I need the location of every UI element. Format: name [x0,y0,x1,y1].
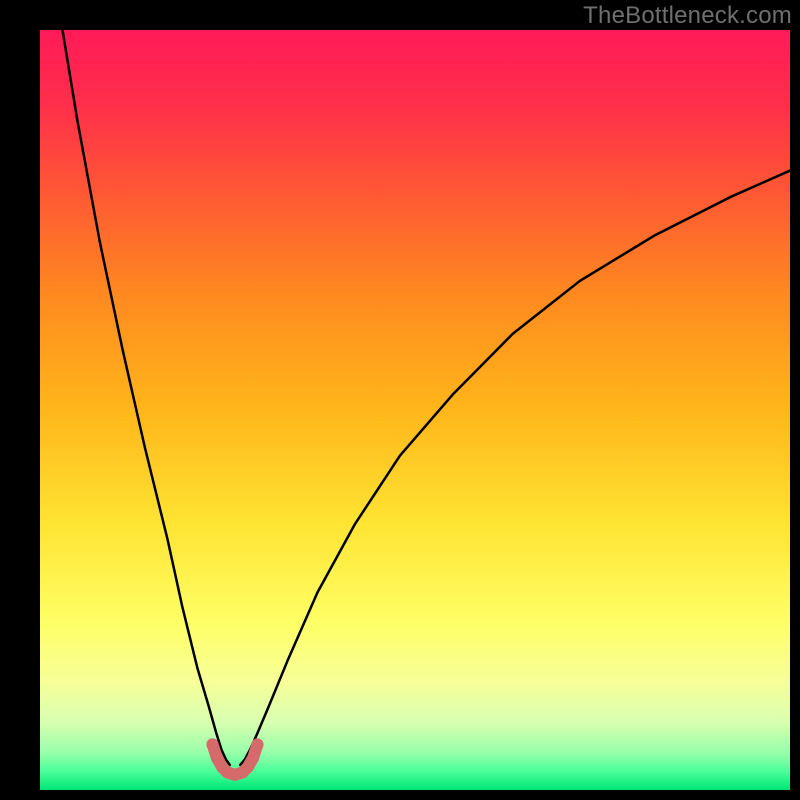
stage: TheBottleneck.com [0,0,800,800]
chart-svg [40,30,790,790]
plot-area [40,30,790,790]
trough-marker-dot [247,752,259,764]
trough-marker-dot [207,738,219,750]
trough-marker-dot [252,738,264,750]
chart-background [40,30,790,790]
watermark-text: TheBottleneck.com [583,2,792,30]
